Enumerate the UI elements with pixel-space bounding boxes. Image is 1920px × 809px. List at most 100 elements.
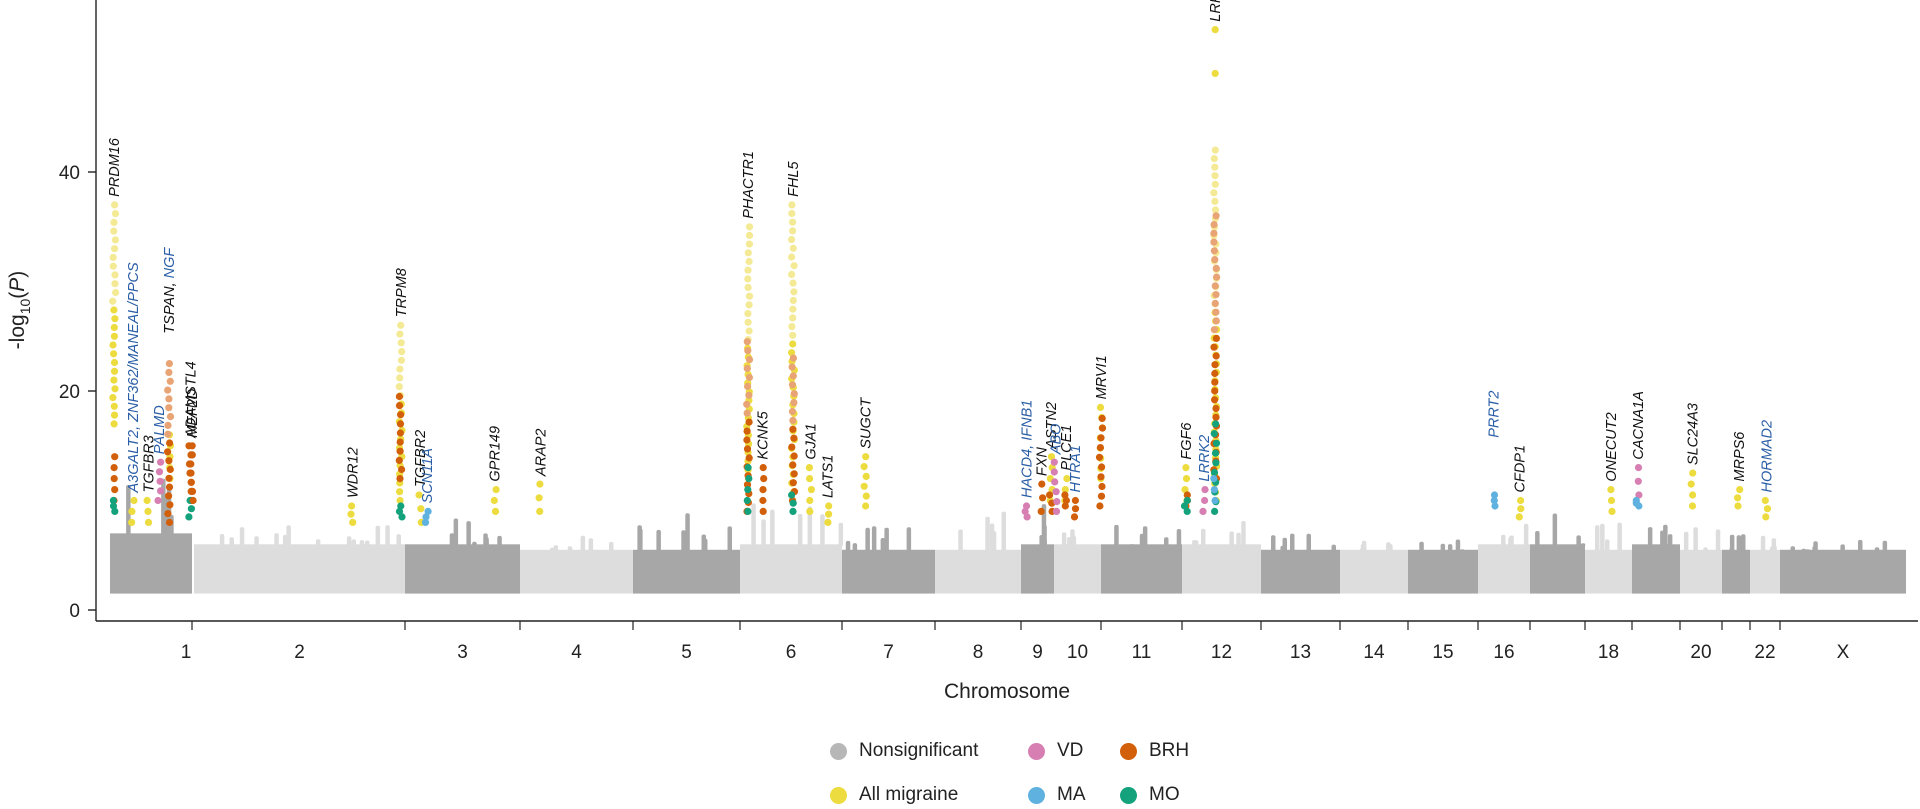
- snp-point-all: [397, 321, 405, 329]
- snp-point-ma: [1632, 496, 1640, 505]
- chromosome-9-baseline: [1021, 544, 1054, 594]
- snp-point-all: [1211, 69, 1219, 78]
- chromosome-2-spike: [346, 536, 352, 547]
- gene-label: FHL5: [786, 161, 802, 197]
- y-tick-label: 0: [69, 601, 80, 622]
- snp-point-ma: [1210, 486, 1218, 494]
- chromosome-8-baseline: [935, 549, 1021, 594]
- legend-item-ma: MA: [1028, 784, 1086, 806]
- x-tick-label: 20: [1690, 642, 1711, 663]
- snp-point-all: [536, 507, 544, 515]
- locus-plce1: [1061, 475, 1071, 510]
- snp-point-all: [744, 283, 752, 292]
- snp-point-all: [1047, 453, 1056, 461]
- chromosome-20-spike: [1683, 531, 1689, 552]
- locus-tspan-ngf: [164, 360, 175, 527]
- chromosome-X-spike: [1840, 544, 1845, 552]
- snp-point-vd: [1050, 468, 1058, 476]
- legend-dot-ma: [1028, 786, 1045, 804]
- snp-point-all: [1182, 464, 1190, 472]
- snp-point-vd: [155, 468, 164, 476]
- chromosome-19-spike: [1647, 527, 1653, 547]
- snp-point-brh: [1046, 491, 1054, 499]
- snp-point-vd: [1053, 498, 1061, 506]
- chromosome-5-spike: [685, 513, 690, 552]
- gene-label: LRP1: [1208, 0, 1224, 22]
- snp-point-brh: [759, 486, 767, 494]
- chromosome-6-spike: [838, 522, 844, 547]
- snp-point-brh: [759, 507, 767, 515]
- chromosome-8-spike: [985, 516, 990, 552]
- snp-point-brh: [189, 496, 197, 505]
- chromosome-X-baseline: [1780, 549, 1906, 594]
- chromosome-6-band: [740, 503, 844, 594]
- snp-point-brh: [1211, 282, 1219, 290]
- chromosome-5-band: [633, 513, 740, 594]
- snp-point-all: [491, 507, 500, 515]
- chromosome-4-spike: [549, 547, 555, 552]
- snp-point-vd: [1634, 477, 1642, 485]
- gene-label-part: NGF: [162, 247, 178, 279]
- snp-point-all: [789, 279, 797, 287]
- snp-point-all: [862, 492, 870, 500]
- chromosome-2-spike: [396, 534, 401, 547]
- chromosome-2-band: [194, 525, 405, 594]
- chromosome-17-spike: [1580, 543, 1586, 547]
- snp-point-brh: [1098, 414, 1106, 422]
- locus-kcnk5: [759, 464, 768, 515]
- chromosome-22-band: [1750, 535, 1780, 594]
- chromosome-17-baseline: [1530, 544, 1585, 594]
- snp-point-brh: [1210, 326, 1218, 334]
- chromosome-4-band: [520, 535, 633, 594]
- locus-mrvi1: [1095, 403, 1107, 510]
- snp-point-brh: [1096, 502, 1104, 510]
- snp-point-vd: [157, 458, 165, 466]
- snp-point-mo: [744, 486, 752, 494]
- snp-point-brh: [166, 465, 174, 474]
- snp-point-all: [1211, 163, 1219, 171]
- chromosome-4-spike: [594, 549, 599, 552]
- snp-point-brh: [165, 483, 174, 491]
- snp-point-all: [1734, 494, 1742, 502]
- chromosome-5-baseline: [633, 549, 740, 594]
- gene-label: TRPM8: [394, 268, 410, 317]
- chromosome-7-baseline: [842, 549, 935, 594]
- snp-point-brh: [760, 475, 768, 483]
- snp-point-all: [110, 367, 119, 375]
- snp-point-brh: [1039, 494, 1047, 502]
- chromosome-bands: [110, 478, 1906, 594]
- snp-point-all: [862, 472, 870, 480]
- chromosome-3-spike: [449, 533, 455, 547]
- snp-point-ma: [1491, 502, 1499, 510]
- chromosome-10-spike: [1071, 536, 1077, 547]
- snp-point-all: [536, 480, 544, 488]
- snp-point-ma: [1490, 496, 1498, 505]
- snp-point-brh: [1212, 291, 1220, 299]
- snp-point-brh: [397, 411, 405, 419]
- snp-point-all: [745, 231, 754, 239]
- chromosome-8-spike: [958, 529, 963, 552]
- chromosome-14-baseline: [1340, 549, 1408, 594]
- locus-arap2: [535, 480, 544, 515]
- snp-point-all: [860, 463, 868, 471]
- snp-point-all: [1688, 502, 1697, 510]
- snp-point-brh: [790, 390, 798, 398]
- snp-point-vd: [1051, 478, 1059, 486]
- gene-label: ADAMSTL4: [183, 361, 199, 439]
- x-tick-label: 5: [681, 642, 692, 663]
- chromosome-11-baseline: [1101, 544, 1182, 594]
- snp-point-all: [109, 341, 117, 349]
- snp-point-brh: [1097, 473, 1105, 481]
- snp-point-brh: [110, 475, 118, 483]
- snp-point-brh: [1038, 480, 1046, 488]
- chromosome-6-spike: [807, 506, 813, 547]
- snp-point-brh: [743, 445, 752, 453]
- chromosome-4-spike: [567, 546, 573, 552]
- snp-point-brh: [164, 430, 172, 438]
- snp-point-brh: [759, 496, 767, 505]
- snp-point-mo: [1210, 430, 1218, 438]
- chromosome-17-spike: [1552, 513, 1558, 547]
- snp-point-all: [862, 502, 870, 510]
- snp-point-brh: [1061, 502, 1069, 510]
- chromosome-11-band: [1101, 524, 1182, 594]
